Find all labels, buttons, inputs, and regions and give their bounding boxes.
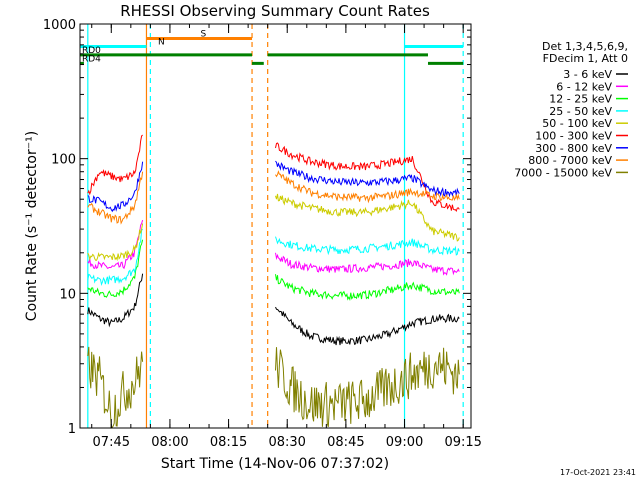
legend-label-25-50-kev: 25 - 50 keV [549, 105, 612, 118]
series-800-7000-kev-segment-1 [275, 170, 460, 204]
legend-header-line: Det 1,3,4,5,6,9, [542, 40, 628, 53]
x-axis-label: Start Time (14-Nov-06 07:37:02) [161, 456, 389, 472]
legend-label-12-25-kev: 12 - 25 keV [549, 93, 612, 106]
legend-label-100-300-kev: 100 - 300 keV [535, 130, 612, 143]
flag-label-rd0: RD0 [82, 46, 101, 56]
series-6-12-kev-segment-1 [275, 252, 460, 276]
time-markers [87, 24, 464, 428]
x-tick-label: 09:00 [386, 435, 423, 450]
series-25-50-kev-segment-0 [87, 228, 143, 286]
flag-label-n: N [158, 38, 165, 48]
legend: Det 1,3,4,5,6,9,FDecim 1, Att 0 3 - 6 keV… [514, 40, 628, 179]
series-12-25-kev-segment-0 [87, 239, 144, 298]
series-300-800-kev-segment-1 [275, 160, 460, 198]
legend-header-line: FDecim 1, Att 0 [543, 52, 628, 65]
series-100-300-kev-segment-1 [275, 142, 460, 212]
series-800-7000-kev-segment-0 [87, 171, 144, 225]
series-7000-15000-kev-segment-1 [275, 347, 460, 428]
x-tick-label: 09:15 [444, 435, 481, 450]
footer-timestamp: 17-Oct-2021 23:41 [560, 468, 636, 477]
legend-label-3-6-kev: 3 - 6 keV [563, 68, 612, 81]
x-tick-label: 08:45 [327, 435, 364, 450]
series-50-100-kev-segment-0 [87, 223, 144, 262]
series-7000-15000-kev-segment-0 [87, 346, 144, 429]
y-tick-label: 10 [59, 287, 76, 302]
legend-label-50-100-kev: 50 - 100 keV [542, 117, 612, 130]
chart-title: RHESSI Observing Summary Count Rates [120, 2, 430, 20]
legend-label-300-800-kev: 300 - 800 keV [535, 142, 612, 155]
series-3-6-kev-segment-1 [275, 306, 460, 346]
flag-label-s: S [200, 30, 206, 40]
series-50-100-kev-segment-1 [275, 193, 460, 242]
y-tick-label: 1000 [43, 18, 76, 33]
series-6-12-kev-segment-0 [87, 219, 144, 270]
legend-label-7000-15000-kev: 7000 - 15000 keV [514, 166, 612, 179]
y-tick-label: 100 [51, 153, 76, 168]
legend-label-800-7000-kev: 800 - 7000 keV [528, 154, 612, 167]
y-axis-ticks: 1 10 100 1000 [43, 18, 471, 437]
legend-label-6-12-kev: 6 - 12 keV [556, 80, 612, 93]
x-tick-label: 08:00 [151, 435, 188, 450]
x-tick-label: 08:30 [268, 435, 305, 450]
series-25-50-kev-segment-1 [275, 236, 460, 256]
flag-label-rd4: RD4 [82, 54, 101, 64]
series-100-300-kev-segment-0 [87, 134, 143, 196]
series-300-800-kev-segment-0 [87, 161, 144, 213]
plot-frame [79, 23, 472, 429]
x-tick-label: 08:15 [210, 435, 247, 450]
x-tick-label: 07:45 [93, 435, 130, 450]
series-12-25-kev-segment-1 [275, 274, 460, 301]
y-tick-label: 1 [68, 422, 76, 437]
series-3-6-kev-segment-0 [87, 273, 144, 328]
series-lines [87, 134, 460, 429]
y-axis-label: Count Rate (s⁻¹ detector⁻¹) [24, 131, 40, 321]
x-axis-ticks: 07:45 08:00 08:15 08:30 08:45 09:00 09:15 [91, 24, 482, 450]
